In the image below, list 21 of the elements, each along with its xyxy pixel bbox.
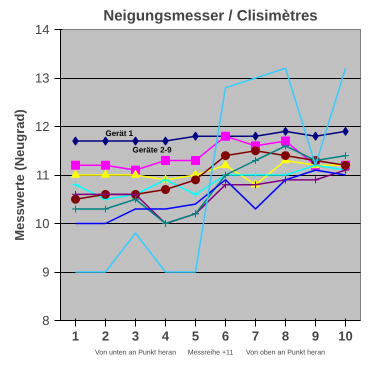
- y-tick-label: 14: [35, 22, 50, 37]
- y-tick-label: 12: [35, 119, 50, 134]
- x-tick-label: 10: [338, 328, 353, 344]
- x-tick-label: 8: [282, 328, 290, 344]
- y-tick-label: 9: [42, 264, 50, 280]
- y-tick-label: 13: [35, 70, 50, 86]
- y-tick-label: 8: [42, 313, 50, 328]
- x-tick-label: 7: [252, 328, 260, 344]
- x-tick-label: 1: [72, 328, 80, 344]
- chart-title: Neigungsmesser / Clisimètres: [103, 8, 318, 24]
- x-tick-label: 6: [222, 328, 230, 344]
- y-axis-title: Messwerte (Neugrad): [12, 109, 28, 241]
- annotation: Geräte 2-9: [132, 146, 172, 155]
- y-tick-label: 11: [36, 168, 50, 182]
- x-tick-label: 2: [102, 328, 110, 344]
- y-tick-label: 10: [35, 216, 50, 231]
- annotation: Gerät 1: [106, 129, 134, 138]
- x-tick-label: 3: [132, 328, 140, 344]
- x-tick-label: 9: [312, 328, 320, 344]
- x-tick-label: 5: [192, 328, 200, 344]
- x-tick-label: 4: [162, 328, 170, 344]
